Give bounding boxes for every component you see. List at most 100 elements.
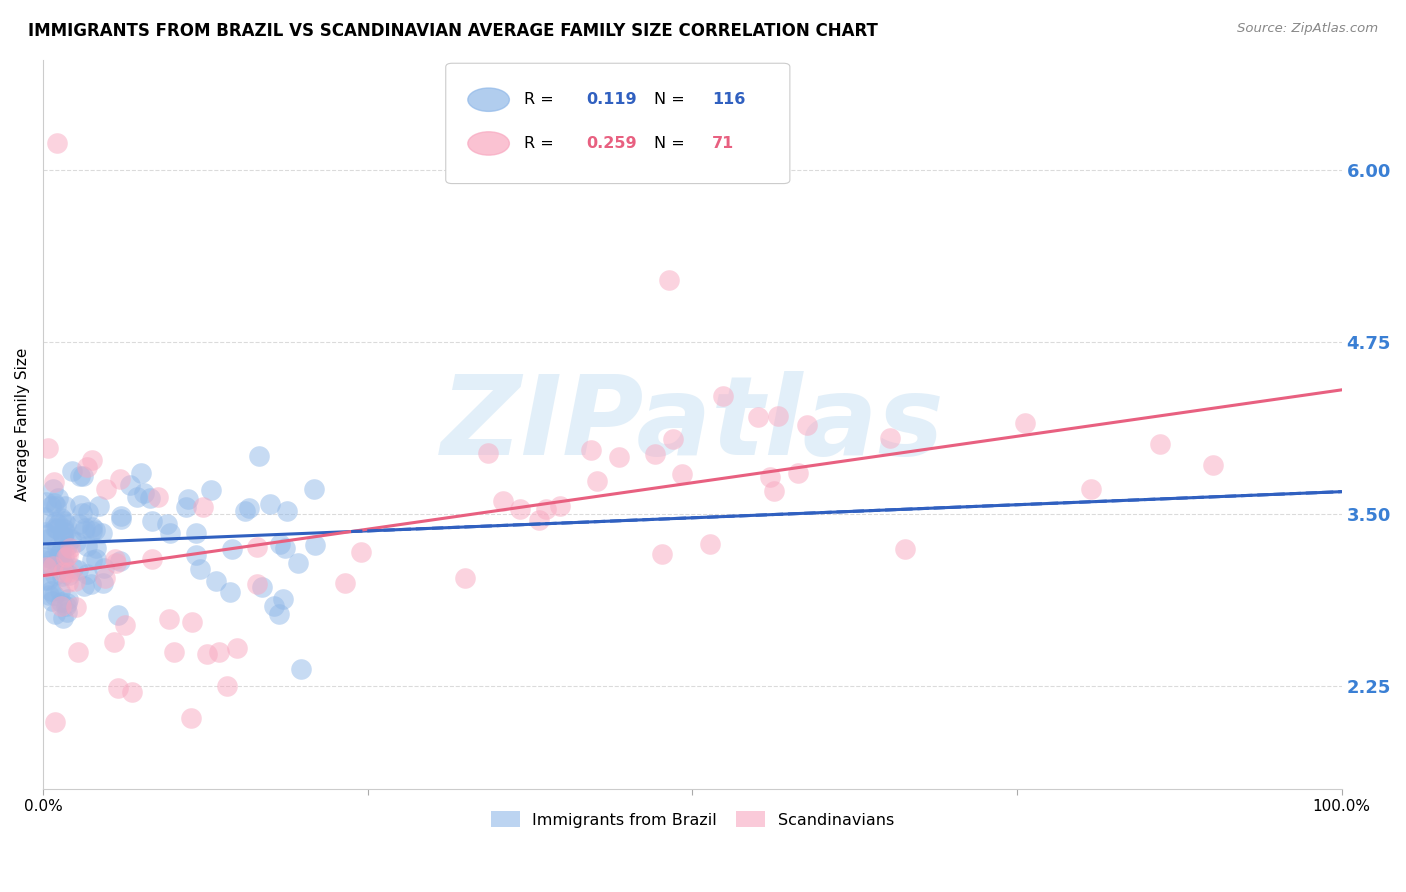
Point: [66, 563, 89, 577]
Point: [52, 529, 75, 543]
Point: [96, 482, 118, 496]
Point: [247, 449, 270, 463]
Point: [53, 525, 76, 540]
Point: [34, 573, 56, 587]
Point: [60, 464, 83, 478]
Point: [37, 441, 59, 455]
Point: [197, 647, 219, 661]
Point: [82, 453, 104, 467]
Point: [41, 551, 63, 566]
Point: [711, 389, 734, 403]
Point: [45, 541, 67, 556]
Circle shape: [468, 132, 509, 155]
Point: [290, 662, 312, 676]
Point: [180, 615, 202, 630]
Point: [271, 592, 294, 607]
Point: [38, 588, 60, 602]
Point: [114, 618, 136, 632]
Point: [238, 500, 260, 515]
Point: [747, 410, 769, 425]
Point: [37, 573, 59, 587]
Point: [157, 612, 180, 626]
Point: [44, 520, 66, 534]
Point: [56, 596, 79, 610]
Point: [51, 595, 73, 609]
Point: [44, 568, 66, 582]
Point: [121, 685, 143, 699]
Point: [55, 599, 77, 613]
Text: IMMIGRANTS FROM BRAZIL VS SCANDINAVIAN AVERAGE FAMILY SIZE CORRELATION CHART: IMMIGRANTS FROM BRAZIL VS SCANDINAVIAN A…: [28, 22, 877, 40]
Point: [1014, 417, 1036, 431]
Point: [586, 474, 609, 488]
Point: [103, 634, 125, 648]
Point: [108, 554, 131, 568]
Point: [59, 533, 82, 547]
Point: [44, 515, 66, 529]
Point: [107, 681, 129, 695]
Point: [127, 491, 149, 505]
Point: [34, 525, 56, 540]
Text: 0.259: 0.259: [586, 136, 637, 151]
Point: [267, 607, 290, 621]
Point: [287, 556, 309, 570]
Point: [77, 505, 100, 519]
Text: 71: 71: [711, 136, 734, 151]
Point: [34, 553, 56, 567]
Point: [159, 526, 181, 541]
Point: [82, 524, 104, 539]
Point: [76, 566, 98, 581]
Point: [93, 561, 115, 575]
Point: [607, 450, 630, 464]
Point: [45, 136, 67, 151]
Point: [879, 431, 901, 445]
Point: [139, 491, 162, 505]
Point: [204, 574, 226, 588]
Text: R =: R =: [523, 92, 558, 107]
Point: [245, 577, 267, 591]
Y-axis label: Average Family Size: Average Family Size: [15, 348, 30, 501]
Point: [579, 442, 602, 457]
Point: [63, 574, 86, 588]
Point: [80, 520, 103, 534]
Point: [134, 486, 156, 500]
Point: [39, 584, 62, 599]
Point: [35, 549, 58, 564]
Point: [56, 574, 79, 589]
Point: [83, 523, 105, 537]
Point: [48, 548, 70, 562]
Point: [52, 514, 75, 528]
Point: [246, 540, 269, 554]
Point: [73, 524, 96, 538]
Point: [73, 578, 96, 592]
Point: [69, 469, 91, 483]
Point: [219, 585, 242, 599]
Point: [766, 409, 789, 424]
Point: [73, 521, 96, 535]
Point: [893, 541, 915, 556]
Point: [49, 510, 72, 524]
Point: [52, 522, 75, 536]
Point: [787, 466, 810, 480]
Point: [41, 558, 63, 573]
Point: [184, 526, 207, 541]
Point: [44, 607, 66, 621]
Point: [699, 537, 721, 551]
Point: [59, 541, 82, 556]
Point: [51, 555, 73, 569]
Point: [91, 575, 114, 590]
Text: R =: R =: [523, 136, 558, 151]
Point: [38, 547, 60, 561]
Point: [651, 547, 673, 561]
Point: [191, 500, 214, 515]
Point: [671, 467, 693, 481]
Point: [76, 539, 98, 553]
Point: [82, 553, 104, 567]
Text: Source: ZipAtlas.com: Source: ZipAtlas.com: [1237, 22, 1378, 36]
Point: [141, 514, 163, 528]
Point: [208, 645, 231, 659]
Text: 116: 116: [711, 92, 745, 107]
Point: [350, 545, 373, 559]
Point: [333, 576, 356, 591]
Point: [763, 484, 786, 499]
Point: [52, 611, 75, 625]
